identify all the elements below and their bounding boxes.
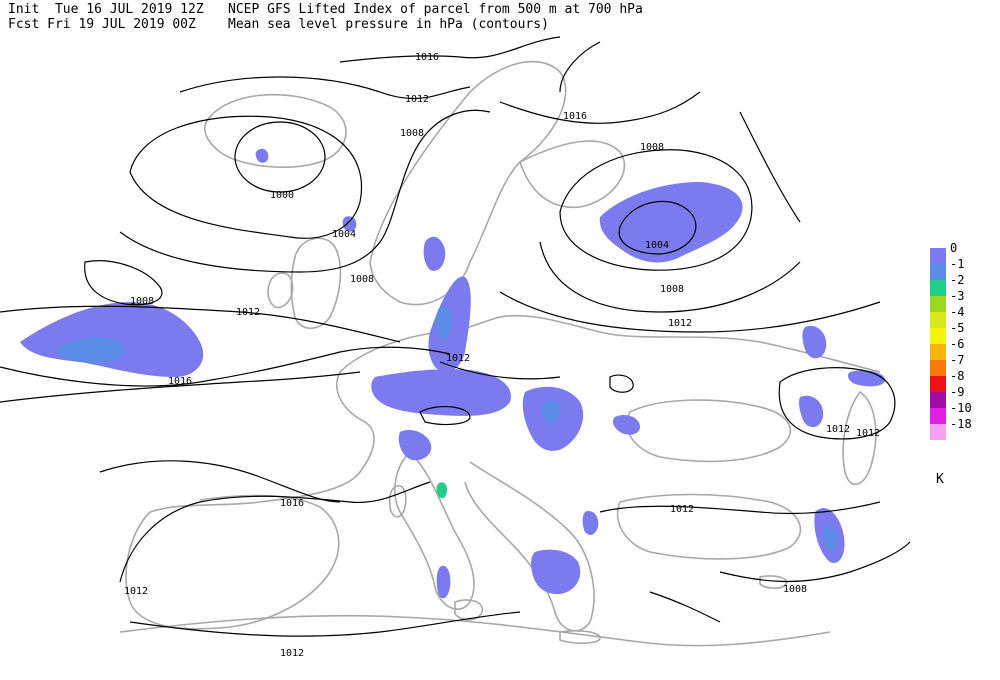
isobar-label: 1008 — [783, 584, 807, 595]
legend-unit: K — [936, 472, 944, 487]
isobar-label: 1004 — [332, 229, 356, 240]
legend-label: -8 — [950, 369, 965, 383]
header-right: NCEP GFS Lifted Index of parcel from 500… — [228, 2, 643, 32]
isobar-label: 1008 — [400, 128, 424, 139]
legend-swatch — [930, 296, 946, 312]
legend-label: -5 — [950, 321, 965, 335]
legend-swatch — [930, 376, 946, 392]
legend-swatch — [930, 408, 946, 424]
isobar-label: 1016 — [415, 52, 439, 63]
legend-label: 0 — [950, 241, 958, 255]
isobar-label: 1008 — [350, 274, 374, 285]
legend-swatch — [930, 344, 946, 360]
legend-label: -1 — [950, 257, 965, 271]
isobar-label: 1016 — [168, 376, 192, 387]
legend-label: -2 — [950, 273, 965, 287]
legend-label: -9 — [950, 385, 965, 399]
isobars — [0, 36, 911, 637]
legend-swatch — [930, 248, 946, 264]
lifted-index-strong — [436, 482, 448, 499]
isobar-label: 1012 — [668, 318, 692, 329]
map-subtitle: Mean sea level pressure in hPa (contours… — [228, 17, 549, 32]
isobar-label: 1012 — [280, 648, 304, 659]
isobar-label: 1012 — [236, 307, 260, 318]
isobar-label: 1012 — [405, 94, 429, 105]
legend-label: -4 — [950, 305, 965, 319]
legend-label: -3 — [950, 289, 965, 303]
coastlines — [119, 60, 881, 647]
legend-label: -18 — [950, 417, 972, 431]
lifted-index-shading — [20, 148, 885, 599]
legend-label: -10 — [950, 401, 972, 415]
isobar-label: 1012 — [124, 586, 148, 597]
legend-swatch — [930, 360, 946, 376]
isobar-label: 1012 — [826, 424, 850, 435]
map-title: NCEP GFS Lifted Index of parcel from 500… — [228, 2, 643, 17]
legend-label: -7 — [950, 353, 965, 367]
legend-swatch — [930, 328, 946, 344]
isobar-label: 1012 — [446, 353, 470, 364]
legend-swatch — [930, 280, 946, 296]
lifted-index-core — [57, 306, 838, 552]
isobar-label: 1008 — [640, 142, 664, 153]
header-left: Init Tue 16 JUL 2019 12Z Fcst Fri 19 JUL … — [8, 2, 204, 32]
forecast-time: Fcst Fri 19 JUL 2019 00Z — [8, 17, 196, 32]
legend-swatch — [930, 264, 946, 280]
legend-swatch — [930, 424, 946, 440]
legend-label: -6 — [950, 337, 965, 351]
weather-map: 1016 1012 1008 1000 1004 1008 1008 1012 … — [0, 36, 911, 659]
init-time: Init Tue 16 JUL 2019 12Z — [8, 2, 204, 17]
isobar-label: 1016 — [280, 498, 304, 509]
isobar-label: 1004 — [645, 240, 669, 251]
isobar-label: 1000 — [270, 190, 294, 201]
isobar-label: 1008 — [130, 296, 154, 307]
isobar-label: 1012 — [670, 504, 694, 515]
legend-swatch — [930, 392, 946, 408]
isobar-label: 1016 — [563, 111, 587, 122]
isobar-label: 1008 — [660, 284, 684, 295]
isobar-labels: 1016 1012 1008 1000 1004 1008 1008 1012 … — [124, 52, 880, 659]
isobar-label: 1012 — [856, 428, 880, 439]
legend-swatch — [930, 312, 946, 328]
